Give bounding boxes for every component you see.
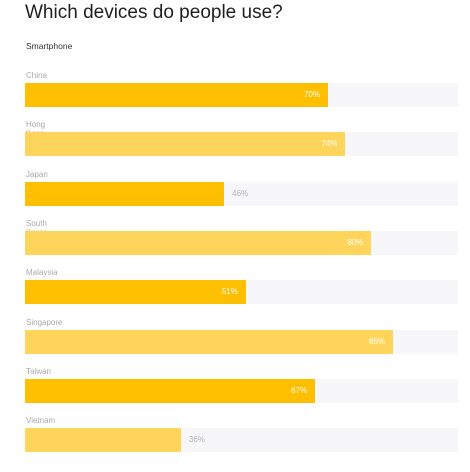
bar-value-label: 70% [304, 90, 321, 99]
bar [25, 329, 394, 354]
category-label: Singapore [26, 317, 63, 327]
bar-track: 46% [25, 181, 458, 206]
category-label: Malaysia [26, 268, 58, 278]
category-label: Vietnam [26, 416, 56, 426]
bar-value-label: 46% [232, 188, 249, 198]
bar [25, 132, 346, 157]
bar-value-label: 74% [321, 139, 338, 149]
category-label: China [26, 71, 47, 80]
bar [25, 280, 246, 305]
category-label: Japan [26, 169, 48, 179]
bar-value-label: 80% [347, 237, 364, 247]
bar-track: 67% [25, 378, 458, 403]
bar-value-label: 67% [291, 385, 308, 395]
bar [25, 83, 329, 107]
bar-track: 70% [25, 83, 458, 107]
bar-track: 74% [25, 132, 458, 157]
bar [25, 428, 181, 453]
bar-track: 51% [25, 280, 458, 305]
bar-value-label: 51% [221, 287, 238, 297]
bar-track: 36% [25, 428, 458, 453]
category-label: Taiwan [26, 366, 51, 376]
chart-subtitle: Smartphone [26, 41, 73, 51]
bar-value-label: 85% [369, 336, 386, 346]
bar-value-label: 36% [188, 435, 205, 445]
bar-track: 80% [25, 230, 458, 255]
bar [25, 230, 372, 255]
chart-title: Which devices do people use? [25, 2, 283, 23]
bar [25, 378, 316, 403]
bar-track: 85% [25, 329, 458, 354]
bar [25, 181, 225, 206]
